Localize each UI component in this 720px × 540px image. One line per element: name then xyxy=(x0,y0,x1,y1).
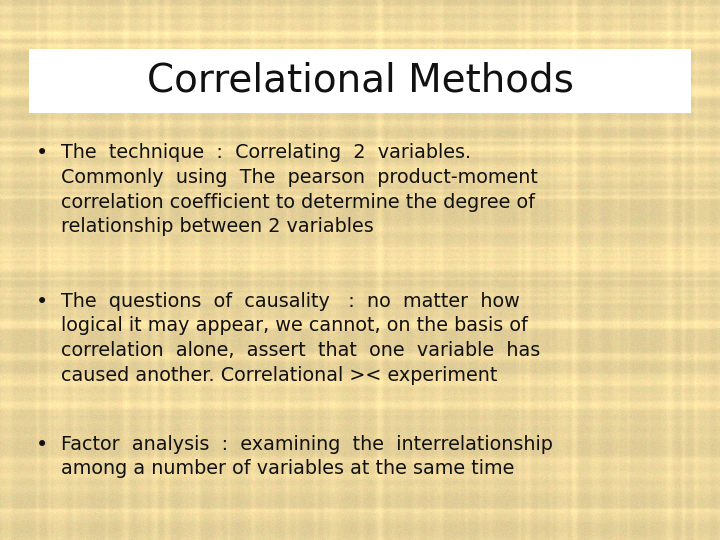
Text: Factor  analysis  :  examining  the  interrelationship
among a number of variabl: Factor analysis : examining the interrel… xyxy=(61,435,553,478)
Text: Correlational Methods: Correlational Methods xyxy=(147,62,573,100)
Text: •: • xyxy=(36,292,48,312)
FancyBboxPatch shape xyxy=(29,49,691,113)
Text: •: • xyxy=(36,435,48,455)
Text: •: • xyxy=(36,143,48,163)
Text: The  technique  :  Correlating  2  variables.
Commonly  using  The  pearson  pro: The technique : Correlating 2 variables.… xyxy=(61,143,538,236)
Text: The  questions  of  causality   :  no  matter  how
logical it may appear, we can: The questions of causality : no matter h… xyxy=(61,292,541,384)
